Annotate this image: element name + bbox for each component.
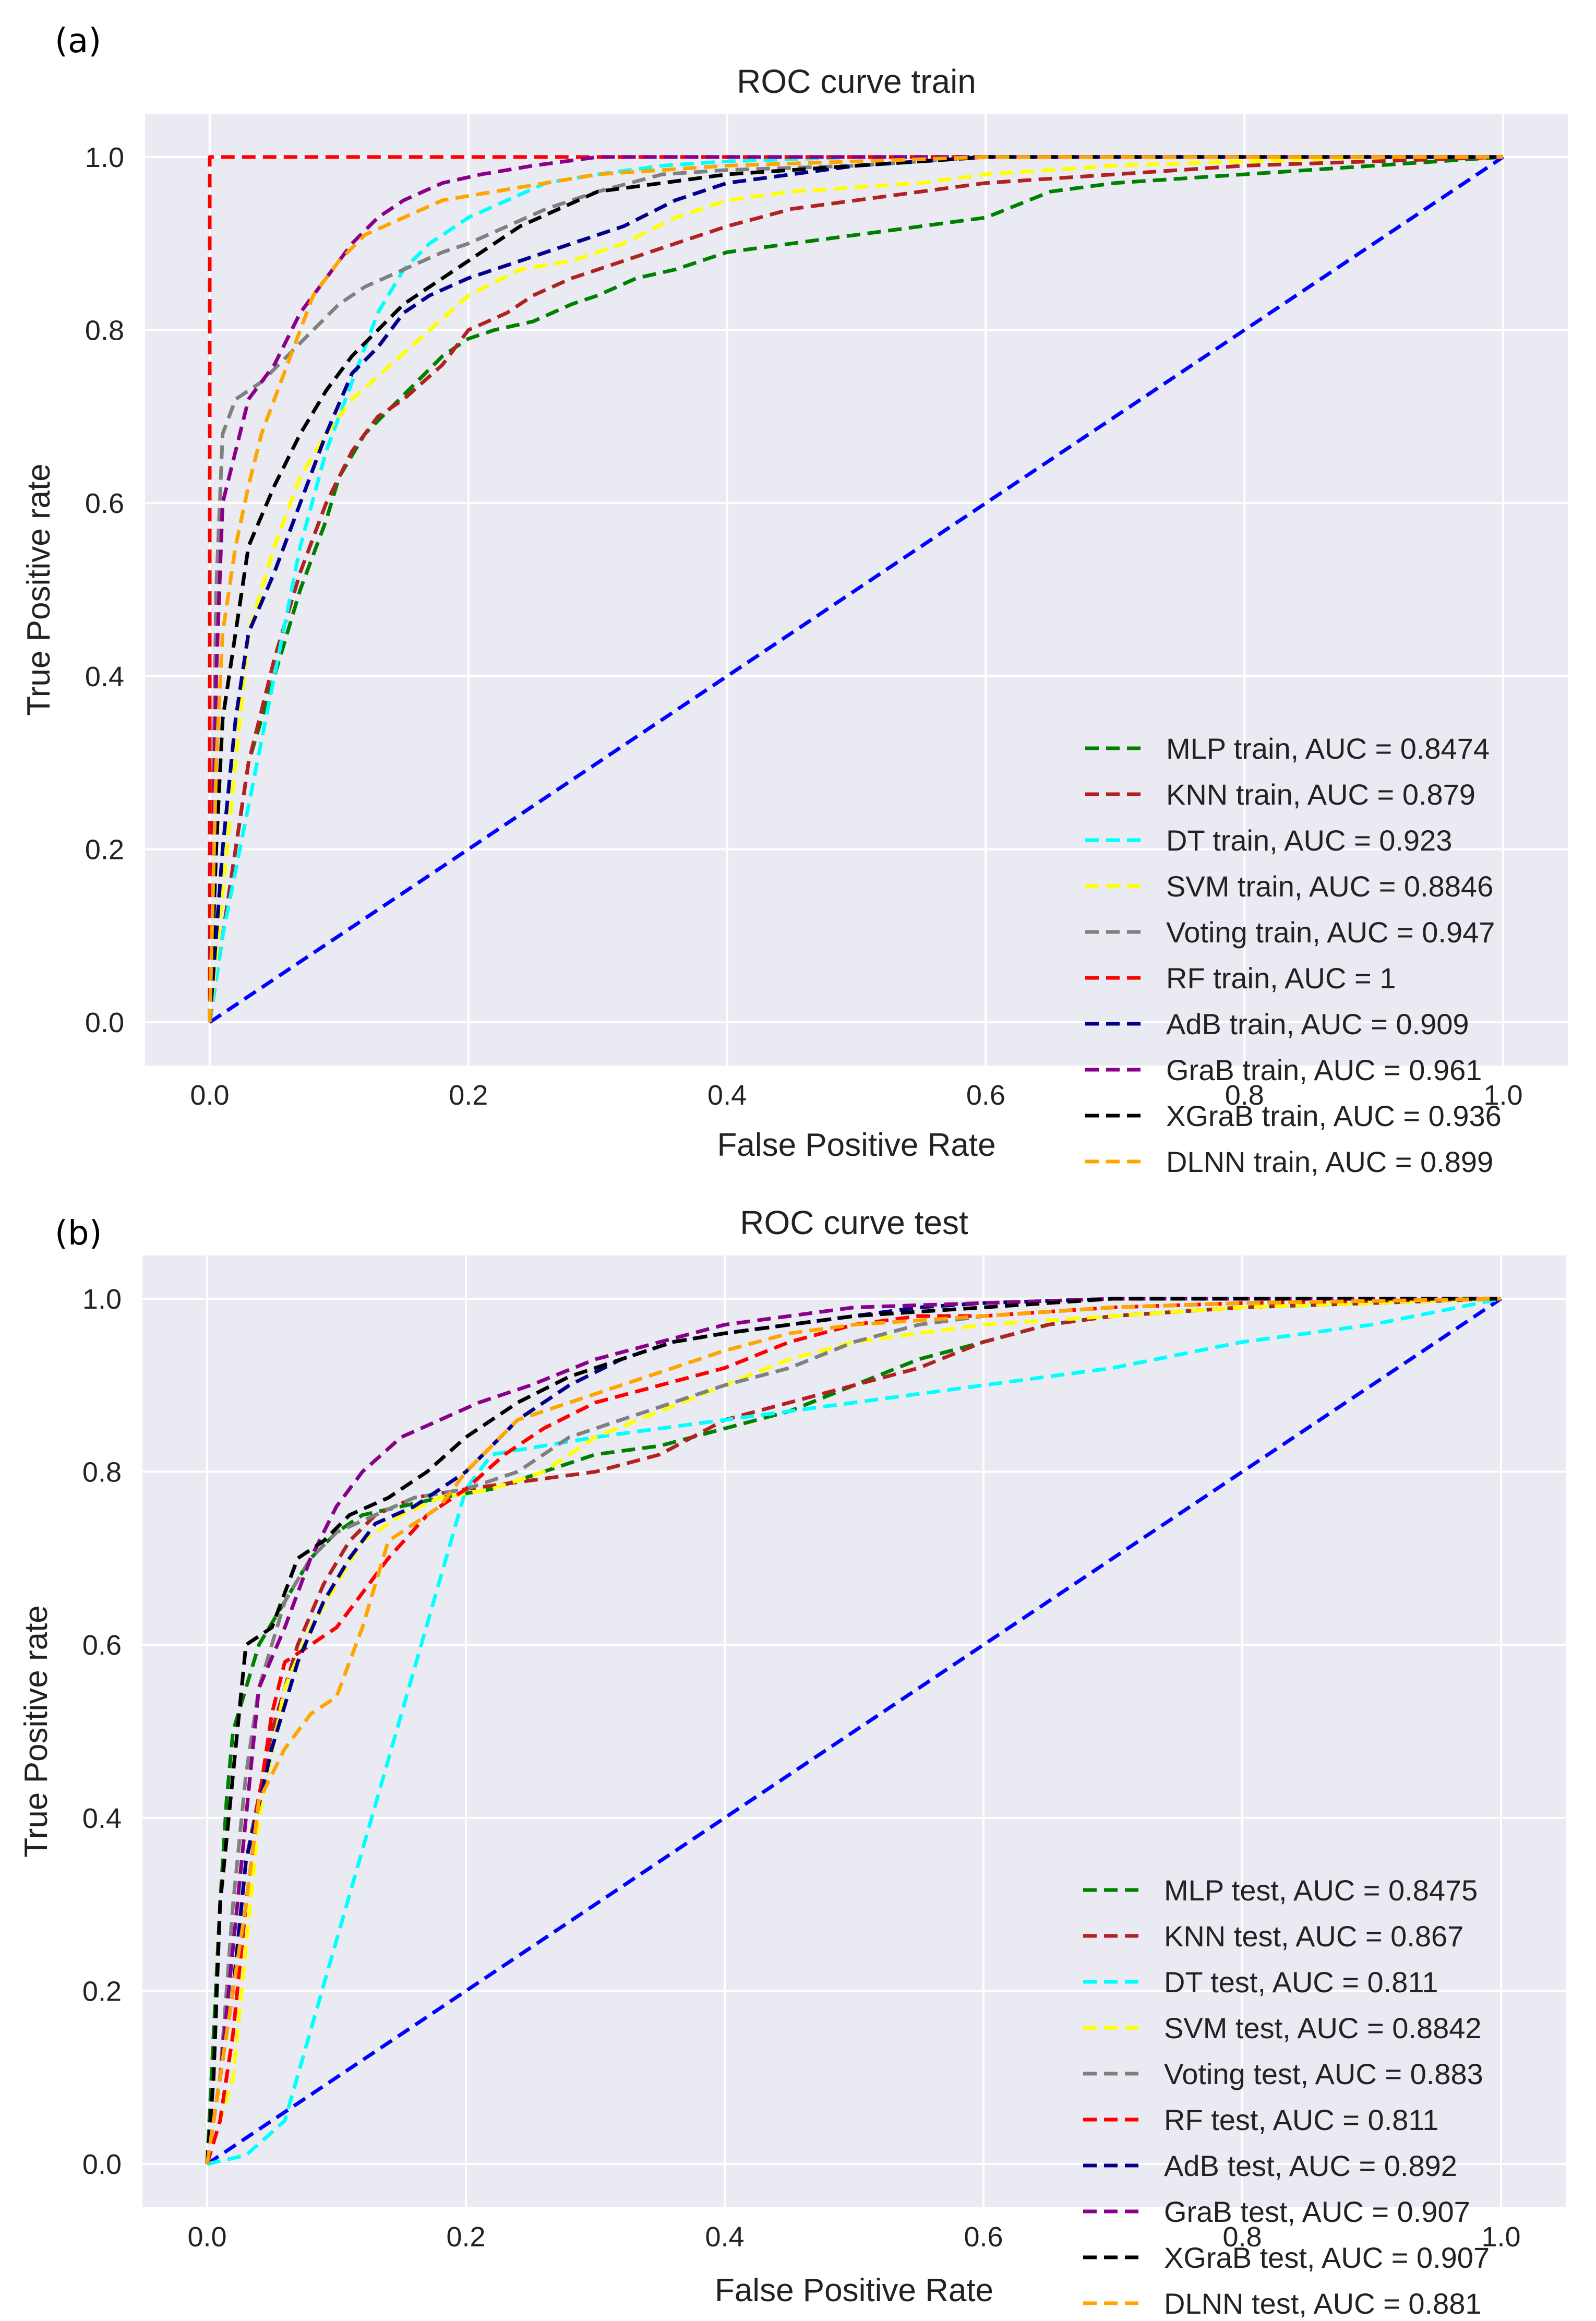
roc-curve-knn xyxy=(208,155,1504,1023)
legend-item: MLP train, AUC = 0.8474 xyxy=(1085,732,1490,765)
y-axis-label: True Positive rate xyxy=(18,1605,54,1858)
chart-title: ROC curve train xyxy=(737,63,976,100)
y-tick-label: 0.8 xyxy=(85,315,124,346)
legend-label: SVM train, AUC = 0.8846 xyxy=(1166,870,1493,903)
x-tick-label: 0.2 xyxy=(449,1080,488,1111)
chart-panel-train: (a) 0.0 0.2 0.4 0.6 0.8 1.0 0.0 0.2 0.4 0.6 0.8 1.0 R… xyxy=(21,22,1568,1178)
legend-label: XGraB test, AUC = 0.907 xyxy=(1164,2241,1490,2274)
x-axis-label: False Positive Rate xyxy=(717,1127,995,1163)
legend-item: SVM test, AUC = 0.8842 xyxy=(1083,2012,1482,2044)
chart-panel-test: (b) 0.0 0.2 0.4 0.6 0.8 1.0 0.0 0.2 0.4 0.6 0.8 1.0 R… xyxy=(18,1204,1566,2320)
legend-item: RF test, AUC = 0.811 xyxy=(1083,2103,1439,2136)
x-tick-label: 0.8 xyxy=(1222,2221,1262,2253)
panel-letter: (a) xyxy=(55,22,101,61)
x-tick-label: 0.4 xyxy=(705,2221,744,2253)
x-tick-label: 0.2 xyxy=(446,2221,485,2253)
legend-item: KNN train, AUC = 0.879 xyxy=(1085,778,1475,811)
x-tick-label: 0.6 xyxy=(966,1080,1005,1111)
legend-label: GraB train, AUC = 0.961 xyxy=(1166,1054,1482,1086)
x-axis-label: False Positive Rate xyxy=(715,2272,993,2308)
legend-item: DT test, AUC = 0.811 xyxy=(1083,1966,1438,1999)
y-axis-label: True Positive rate xyxy=(21,463,57,716)
roc-curve-dt xyxy=(207,1297,1502,2166)
y-tick-label: 0.4 xyxy=(82,1803,122,1834)
legend-item: XGraB train, AUC = 0.936 xyxy=(1085,1099,1502,1132)
legend-label: AdB train, AUC = 0.909 xyxy=(1166,1008,1469,1040)
legend-item: Voting test, AUC = 0.883 xyxy=(1083,2057,1483,2090)
roc-curve-chance xyxy=(206,1297,1502,2166)
x-tick-label: 1.0 xyxy=(1484,1080,1523,1111)
roc-curve-grab xyxy=(205,1297,1501,2164)
legend-label: KNN test, AUC = 0.867 xyxy=(1164,1920,1463,1953)
legend-label: DLNN train, AUC = 0.899 xyxy=(1166,1145,1493,1178)
legend-label: KNN train, AUC = 0.879 xyxy=(1166,778,1475,811)
legend-item: Voting train, AUC = 0.947 xyxy=(1085,916,1495,949)
x-tick-label: 0.0 xyxy=(190,1080,229,1111)
legend-label: MLP test, AUC = 0.8475 xyxy=(1164,1874,1478,1907)
roc-curve-adb xyxy=(205,1297,1501,2164)
legend-item: XGraB test, AUC = 0.907 xyxy=(1083,2241,1490,2274)
x-tick-label: 0.4 xyxy=(707,1080,747,1111)
legend-item: KNN test, AUC = 0.867 xyxy=(1083,1920,1463,1953)
roc-curve-chance xyxy=(209,155,1504,1024)
x-tick-label: 0.8 xyxy=(1225,1080,1264,1111)
legend-label: RF train, AUC = 1 xyxy=(1166,962,1396,995)
x-tick-label: 1.0 xyxy=(1481,2221,1520,2253)
legend-label: SVM test, AUC = 0.8842 xyxy=(1164,2012,1482,2044)
legend-label: Voting train, AUC = 0.947 xyxy=(1166,916,1495,949)
legend-item: GraB test, AUC = 0.907 xyxy=(1083,2195,1470,2228)
roc-curve-dlnn xyxy=(208,155,1503,1023)
x-tick-label: 0.0 xyxy=(187,2221,226,2253)
y-tick-label: 0.0 xyxy=(82,2149,122,2180)
y-tick-label: 0.2 xyxy=(85,834,124,865)
legend-label: Voting test, AUC = 0.883 xyxy=(1164,2057,1483,2090)
legend-item: DT train, AUC = 0.923 xyxy=(1085,824,1452,857)
roc-curve-rf xyxy=(208,155,1503,1023)
chart-title: ROC curve test xyxy=(740,1204,968,1241)
y-tick-label: 0.8 xyxy=(82,1457,122,1488)
legend-item: DLNN train, AUC = 0.899 xyxy=(1085,1145,1493,1178)
roc-curve-mlp xyxy=(208,155,1504,1023)
roc-curve-voting xyxy=(208,155,1503,1023)
y-tick-label: 1.0 xyxy=(85,142,124,173)
y-tick-label: 0.0 xyxy=(85,1007,124,1038)
y-tick-label: 1.0 xyxy=(82,1284,122,1315)
legend-label: MLP train, AUC = 0.8474 xyxy=(1166,732,1490,765)
y-tick-label: 0.2 xyxy=(82,1976,122,2007)
legend-label: GraB test, AUC = 0.907 xyxy=(1164,2195,1470,2228)
legend-label: DT test, AUC = 0.811 xyxy=(1164,1966,1438,1999)
legend-item: AdB train, AUC = 0.909 xyxy=(1085,1008,1469,1040)
roc-curve-grab xyxy=(208,155,1503,1023)
legend-item: DLNN test, AUC = 0.881 xyxy=(1083,2287,1482,2320)
legend-item: SVM train, AUC = 0.8846 xyxy=(1085,870,1493,903)
y-tick-label: 0.6 xyxy=(85,488,124,519)
legend-label: XGraB train, AUC = 0.936 xyxy=(1166,1099,1502,1132)
y-tick-label: 0.4 xyxy=(85,661,124,692)
legend-item: GraB train, AUC = 0.961 xyxy=(1085,1054,1482,1086)
y-tick-label: 0.6 xyxy=(82,1630,122,1661)
legend-item: MLP test, AUC = 0.8475 xyxy=(1083,1874,1478,1907)
roc-curve-svm xyxy=(208,155,1503,1023)
roc-curve-xgrab xyxy=(208,155,1503,1023)
legend-label: RF test, AUC = 0.811 xyxy=(1164,2103,1439,2136)
legend-label: DT train, AUC = 0.923 xyxy=(1166,824,1452,857)
legend-label: AdB test, AUC = 0.892 xyxy=(1164,2149,1457,2182)
panel-letter: (b) xyxy=(55,1214,102,1253)
roc-curve-knn xyxy=(205,1297,1502,2164)
roc-curve-dt xyxy=(208,155,1503,1023)
legend-item: RF train, AUC = 1 xyxy=(1085,962,1396,995)
x-tick-label: 0.6 xyxy=(964,2221,1003,2253)
legend-item: AdB test, AUC = 0.892 xyxy=(1083,2149,1457,2182)
roc-curve-dlnn xyxy=(205,1297,1502,2164)
legend-label: DLNN test, AUC = 0.881 xyxy=(1164,2287,1482,2320)
